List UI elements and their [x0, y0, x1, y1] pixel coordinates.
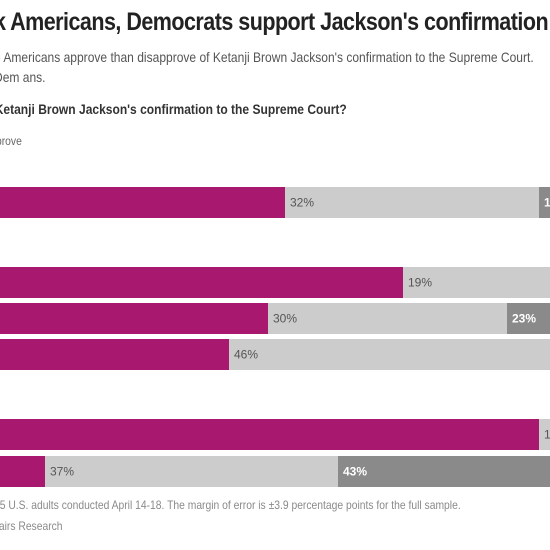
bar-segment	[0, 456, 45, 487]
bar-value-label: 1	[544, 196, 550, 210]
bar-segment	[539, 187, 550, 218]
bar-segment	[403, 267, 550, 298]
bar-value-label: 43%	[343, 465, 367, 479]
legend-label: prove	[0, 134, 22, 148]
bar-segment	[268, 303, 507, 334]
bar-value-label: 19%	[408, 276, 432, 290]
bar-value-label: 32%	[290, 196, 314, 210]
bar-segment	[0, 187, 285, 218]
bar-segment	[45, 456, 338, 487]
bar-value-label: 23%	[512, 312, 536, 326]
bar-segment	[0, 419, 539, 450]
chart-title: k Americans, Democrats support Jackson's…	[0, 8, 549, 36]
bar-segment	[539, 419, 550, 450]
bar-segment	[285, 187, 539, 218]
source-credit: fairs Research	[0, 519, 63, 533]
bar-value-label: 30%	[273, 312, 297, 326]
bar-segment	[507, 303, 550, 334]
bar-segment	[0, 303, 268, 334]
chart-subtitle: e Americans approve than disapprove of K…	[0, 49, 534, 85]
bar-value-label: 46%	[234, 348, 258, 362]
bar-value-label: 1	[544, 428, 550, 442]
bar-segment	[0, 267, 403, 298]
bar-value-label: 37%	[50, 465, 74, 479]
bar-segment	[0, 339, 229, 370]
survey-note: 05 U.S. adults conducted April 14-18. Th…	[0, 498, 461, 512]
bar-segment	[229, 339, 550, 370]
bar-segment	[338, 456, 550, 487]
survey-question: of Ketanji Brown Jackson's confirmation …	[0, 101, 347, 117]
